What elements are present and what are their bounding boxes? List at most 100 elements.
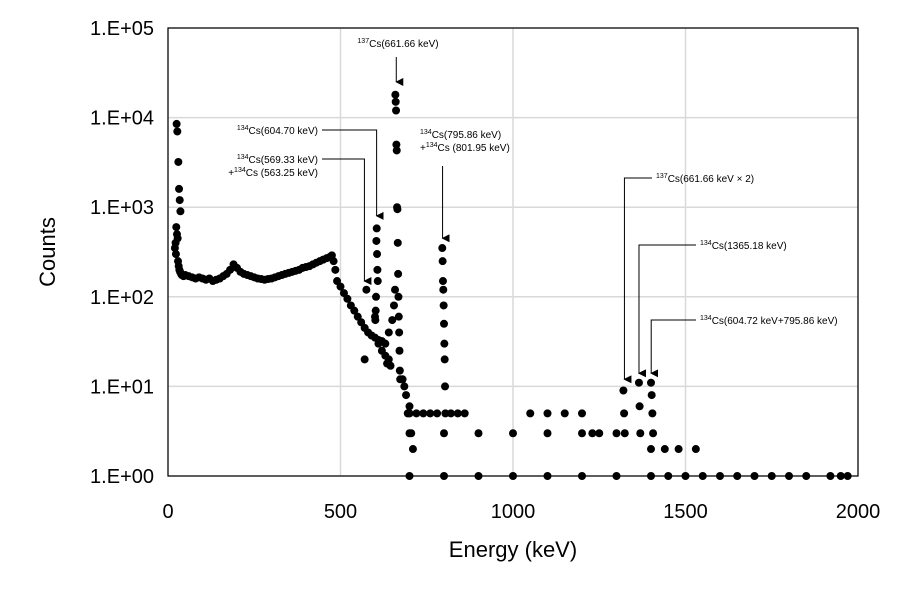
data-point bbox=[441, 382, 450, 391]
y-tick-label: 1.E+04 bbox=[90, 108, 154, 130]
annotation-isotope-mass: 134 bbox=[237, 125, 249, 132]
data-point bbox=[426, 409, 435, 418]
y-tick-label: 1.E+03 bbox=[90, 197, 154, 219]
data-point bbox=[170, 244, 179, 253]
data-point bbox=[543, 429, 552, 438]
x-tick-label: 2000 bbox=[836, 501, 881, 523]
data-point bbox=[171, 250, 180, 259]
data-point bbox=[362, 285, 371, 294]
data-point bbox=[453, 409, 462, 418]
data-point bbox=[393, 205, 402, 214]
annotation-text: Cs (801.95 keV) bbox=[438, 143, 510, 154]
data-point bbox=[373, 250, 382, 259]
data-point bbox=[826, 472, 835, 480]
annotation-arrow bbox=[322, 158, 372, 286]
peak-annotation: 134Cs(604.72 keV+795.86 keV) bbox=[650, 315, 838, 378]
data-point bbox=[543, 472, 552, 480]
data-point bbox=[440, 355, 449, 364]
data-point bbox=[474, 472, 483, 480]
data-point bbox=[395, 366, 404, 375]
data-point bbox=[691, 445, 700, 454]
annotation-text: Cs(604.72 keV+795.86 keV) bbox=[712, 316, 838, 327]
data-point bbox=[647, 391, 656, 400]
annotation-label: 137Cs(661.66 keV × 2) bbox=[656, 173, 754, 185]
y-tick-label: 1.E+01 bbox=[90, 376, 154, 398]
data-point bbox=[636, 429, 645, 438]
data-point bbox=[394, 292, 403, 301]
y-tick-label: 1.E+00 bbox=[90, 466, 154, 488]
data-point bbox=[843, 472, 852, 480]
data-point bbox=[509, 429, 517, 438]
data-point bbox=[329, 257, 338, 266]
data-point bbox=[395, 328, 404, 337]
annotation-text: Cs(604.70 keV) bbox=[249, 126, 318, 137]
annotation-label: 134Cs(604.72 keV+795.86 keV) bbox=[700, 315, 838, 327]
annotation-text: Cs(1365.18 keV) bbox=[712, 241, 787, 252]
data-point bbox=[438, 257, 447, 266]
data-point bbox=[438, 244, 447, 253]
data-point bbox=[371, 306, 380, 315]
x-axis-title: Energy (keV) bbox=[449, 537, 577, 562]
y-axis-title: Counts bbox=[35, 217, 60, 287]
data-point bbox=[578, 409, 586, 418]
annotation-isotope-mass: 134 bbox=[700, 315, 712, 322]
data-point bbox=[767, 472, 776, 480]
data-point bbox=[649, 429, 658, 438]
data-point bbox=[408, 445, 417, 454]
data-point bbox=[612, 472, 621, 480]
annotation-text: Cs(795.86 keV) bbox=[432, 130, 501, 141]
annotation-isotope-mass: 134 bbox=[234, 167, 246, 174]
data-point bbox=[172, 119, 181, 128]
annotation-isotope-mass: 134 bbox=[426, 142, 438, 149]
data-point bbox=[750, 472, 759, 480]
annotation-arrow bbox=[637, 244, 696, 378]
x-tick-label: 500 bbox=[324, 501, 357, 523]
data-point bbox=[393, 238, 402, 247]
data-point bbox=[440, 319, 448, 328]
y-tick-label: 1.E+05 bbox=[90, 18, 154, 40]
peak-annotations: 137Cs(661.66 keV)134Cs(604.70 keV)134Cs(… bbox=[228, 38, 838, 384]
data-point bbox=[360, 355, 369, 364]
y-tick-label: 1.E+02 bbox=[90, 287, 154, 309]
data-point bbox=[372, 292, 381, 301]
data-point bbox=[619, 386, 628, 395]
data-point bbox=[440, 472, 448, 480]
data-point bbox=[802, 472, 811, 480]
data-point bbox=[681, 472, 690, 480]
annotation-isotope-mass: 137 bbox=[357, 38, 369, 45]
data-point bbox=[543, 409, 552, 418]
data-point bbox=[175, 196, 184, 205]
data-point bbox=[647, 445, 655, 454]
data-point bbox=[175, 184, 184, 193]
data-point bbox=[412, 409, 421, 418]
data-point bbox=[392, 140, 401, 149]
data-point bbox=[391, 90, 400, 99]
data-point bbox=[716, 472, 724, 480]
data-point bbox=[374, 339, 383, 348]
data-point bbox=[674, 445, 683, 454]
grid-layer bbox=[167, 27, 859, 477]
data-point bbox=[635, 402, 644, 411]
data-point bbox=[392, 146, 401, 155]
data-point bbox=[381, 339, 390, 348]
data-point bbox=[394, 269, 403, 278]
annotation-text: Cs(569.33 keV) bbox=[249, 155, 318, 166]
data-point bbox=[578, 472, 586, 480]
data-point bbox=[386, 361, 395, 370]
data-point bbox=[588, 429, 597, 438]
data-point bbox=[388, 316, 397, 325]
data-point bbox=[405, 402, 414, 411]
annotation-label: +134Cs (801.95 keV) bbox=[420, 142, 510, 154]
data-point bbox=[560, 409, 569, 418]
x-tick-labels: 0 500 1000 1500 2000 bbox=[162, 501, 880, 523]
data-point bbox=[526, 409, 535, 418]
data-point bbox=[350, 306, 359, 315]
data-point bbox=[391, 285, 400, 294]
peak-annotation: 134Cs(569.33 keV)+134Cs (563.25 keV) bbox=[228, 154, 372, 286]
data-point bbox=[509, 472, 517, 480]
data-point bbox=[439, 285, 448, 294]
data-point bbox=[372, 224, 381, 233]
annotation-label: 137Cs(661.66 keV) bbox=[357, 38, 438, 50]
data-point bbox=[620, 429, 629, 438]
